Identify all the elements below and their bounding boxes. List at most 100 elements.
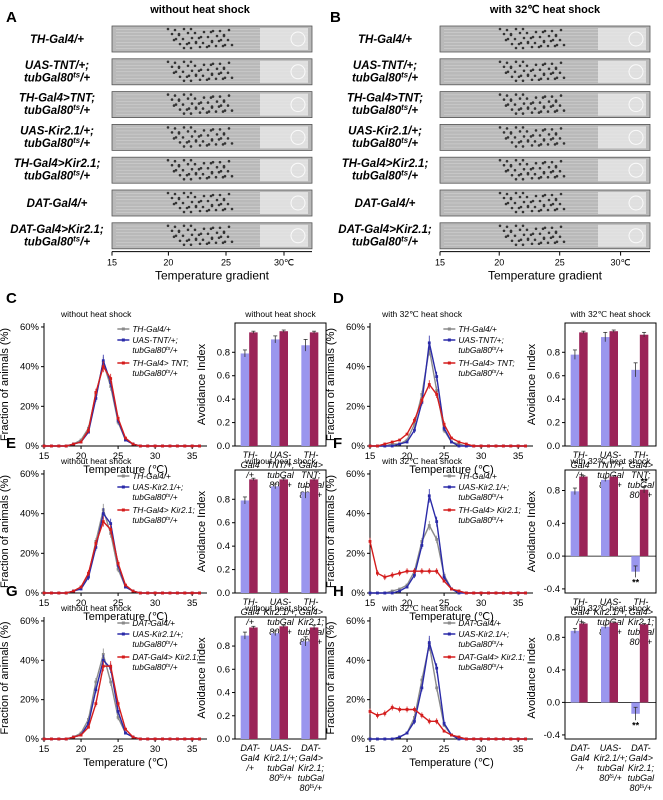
- fly-dot: [505, 28, 509, 32]
- fly-dot: [170, 131, 174, 134]
- fly-dot: [562, 174, 566, 178]
- fly-dot: [197, 36, 201, 40]
- data-point: [79, 438, 83, 442]
- y-tick-label: 0.4: [547, 518, 560, 529]
- fly-dot: [537, 45, 541, 49]
- data-point: [420, 393, 424, 396]
- data-point: [420, 678, 424, 682]
- warm-end-glare: [260, 126, 308, 149]
- fly-dot: [182, 93, 186, 96]
- fly-dot: [558, 137, 562, 140]
- data-point: [101, 512, 105, 516]
- fly-dot: [537, 242, 541, 246]
- fly-dot: [551, 169, 555, 173]
- warm-end-glare: [260, 28, 308, 50]
- y-tick-label: 40%: [20, 362, 40, 373]
- y-tick-label: 0.0: [547, 551, 560, 562]
- fly-dot: [194, 140, 198, 143]
- data-point: [390, 737, 394, 741]
- fly-dot: [521, 210, 525, 214]
- line-chart-g-title: without heat shock: [60, 603, 132, 613]
- fly-dot: [205, 176, 209, 180]
- fly-dot: [194, 205, 198, 209]
- category-label-c-2: UAS-: [270, 450, 292, 460]
- y-tick-label: 0.0: [217, 588, 230, 599]
- data-point: [101, 520, 105, 523]
- fly-dot: [519, 238, 523, 242]
- data-point: [435, 538, 439, 541]
- data-point: [116, 416, 120, 420]
- bar-g-2-1: [271, 633, 280, 739]
- data-point: [175, 737, 179, 741]
- fly-dot: [553, 110, 557, 113]
- gradient-tick-label: 15: [435, 258, 445, 268]
- category-label-d-2: UAS-: [600, 450, 622, 460]
- bar-g-3-1: [301, 641, 310, 739]
- fly-dot: [211, 128, 215, 131]
- y-tick-label: 0.6: [547, 371, 560, 382]
- fly-dot: [186, 64, 190, 68]
- strip-label-a-3: tubGal80ts/+: [24, 103, 90, 117]
- data-point: [435, 375, 439, 378]
- fly-dot: [514, 224, 518, 228]
- fly-dot: [562, 109, 566, 112]
- data-point: [420, 713, 424, 717]
- panel-letter-g: G: [6, 583, 18, 600]
- fly-dot: [547, 100, 551, 103]
- fly-dot: [550, 193, 554, 197]
- fly-dot: [221, 241, 225, 245]
- fly-dot: [562, 207, 566, 211]
- fly-dot: [513, 168, 517, 172]
- legend-marker: [447, 327, 451, 331]
- fly-dot: [519, 41, 523, 45]
- data-point: [487, 591, 490, 595]
- panel-letter-c: C: [6, 290, 17, 307]
- data-point: [450, 436, 453, 440]
- warm-end-glare: [598, 93, 646, 116]
- data-point: [198, 737, 201, 741]
- category-label-d-3: Gal4>: [629, 460, 653, 470]
- fly-dot: [199, 68, 203, 72]
- data-point: [109, 377, 113, 380]
- data-point: [50, 737, 53, 741]
- fly-dot: [174, 103, 178, 106]
- fly-dot: [209, 129, 213, 132]
- fly-dot: [219, 235, 223, 239]
- strip-label-b-1: TH-Gal4/+: [358, 34, 412, 46]
- data-point: [383, 444, 387, 448]
- data-point: [42, 444, 46, 448]
- fly-dot: [223, 76, 227, 80]
- fly-dot: [214, 241, 218, 245]
- fly-dot: [554, 231, 558, 235]
- fly-dot: [543, 193, 547, 197]
- category-label-g-1: Gal4: [241, 753, 260, 763]
- fly-dot: [551, 235, 555, 239]
- fly-dot: [553, 208, 557, 212]
- x-tick-label: 30: [476, 598, 487, 609]
- fly-dot: [202, 161, 206, 165]
- strip-label-b-7: DAT-Gal4>Kir2.1;: [338, 224, 432, 236]
- fly-dot: [519, 107, 523, 110]
- data-point: [124, 583, 127, 587]
- fly-dot: [542, 73, 546, 77]
- fly-dot: [223, 174, 227, 178]
- fly-dot: [542, 171, 546, 175]
- fly-dot: [533, 140, 537, 143]
- x-tick-label: 30: [150, 598, 161, 609]
- category-label-d-1: TH-: [573, 450, 588, 460]
- data-point: [427, 341, 431, 345]
- data-point: [457, 444, 461, 448]
- series-line-d-3: [370, 383, 526, 447]
- fly-dot: [172, 137, 176, 140]
- fly-dot: [513, 103, 517, 106]
- fly-dot: [226, 169, 230, 173]
- fly-dot: [194, 74, 198, 78]
- fly-dot: [510, 141, 514, 144]
- fly-dot: [217, 39, 221, 43]
- fly-dot: [531, 232, 535, 236]
- fly-dot: [517, 141, 521, 144]
- fly-dot: [539, 208, 543, 212]
- thermometer-probe: [290, 162, 306, 178]
- legend-marker: [121, 655, 125, 659]
